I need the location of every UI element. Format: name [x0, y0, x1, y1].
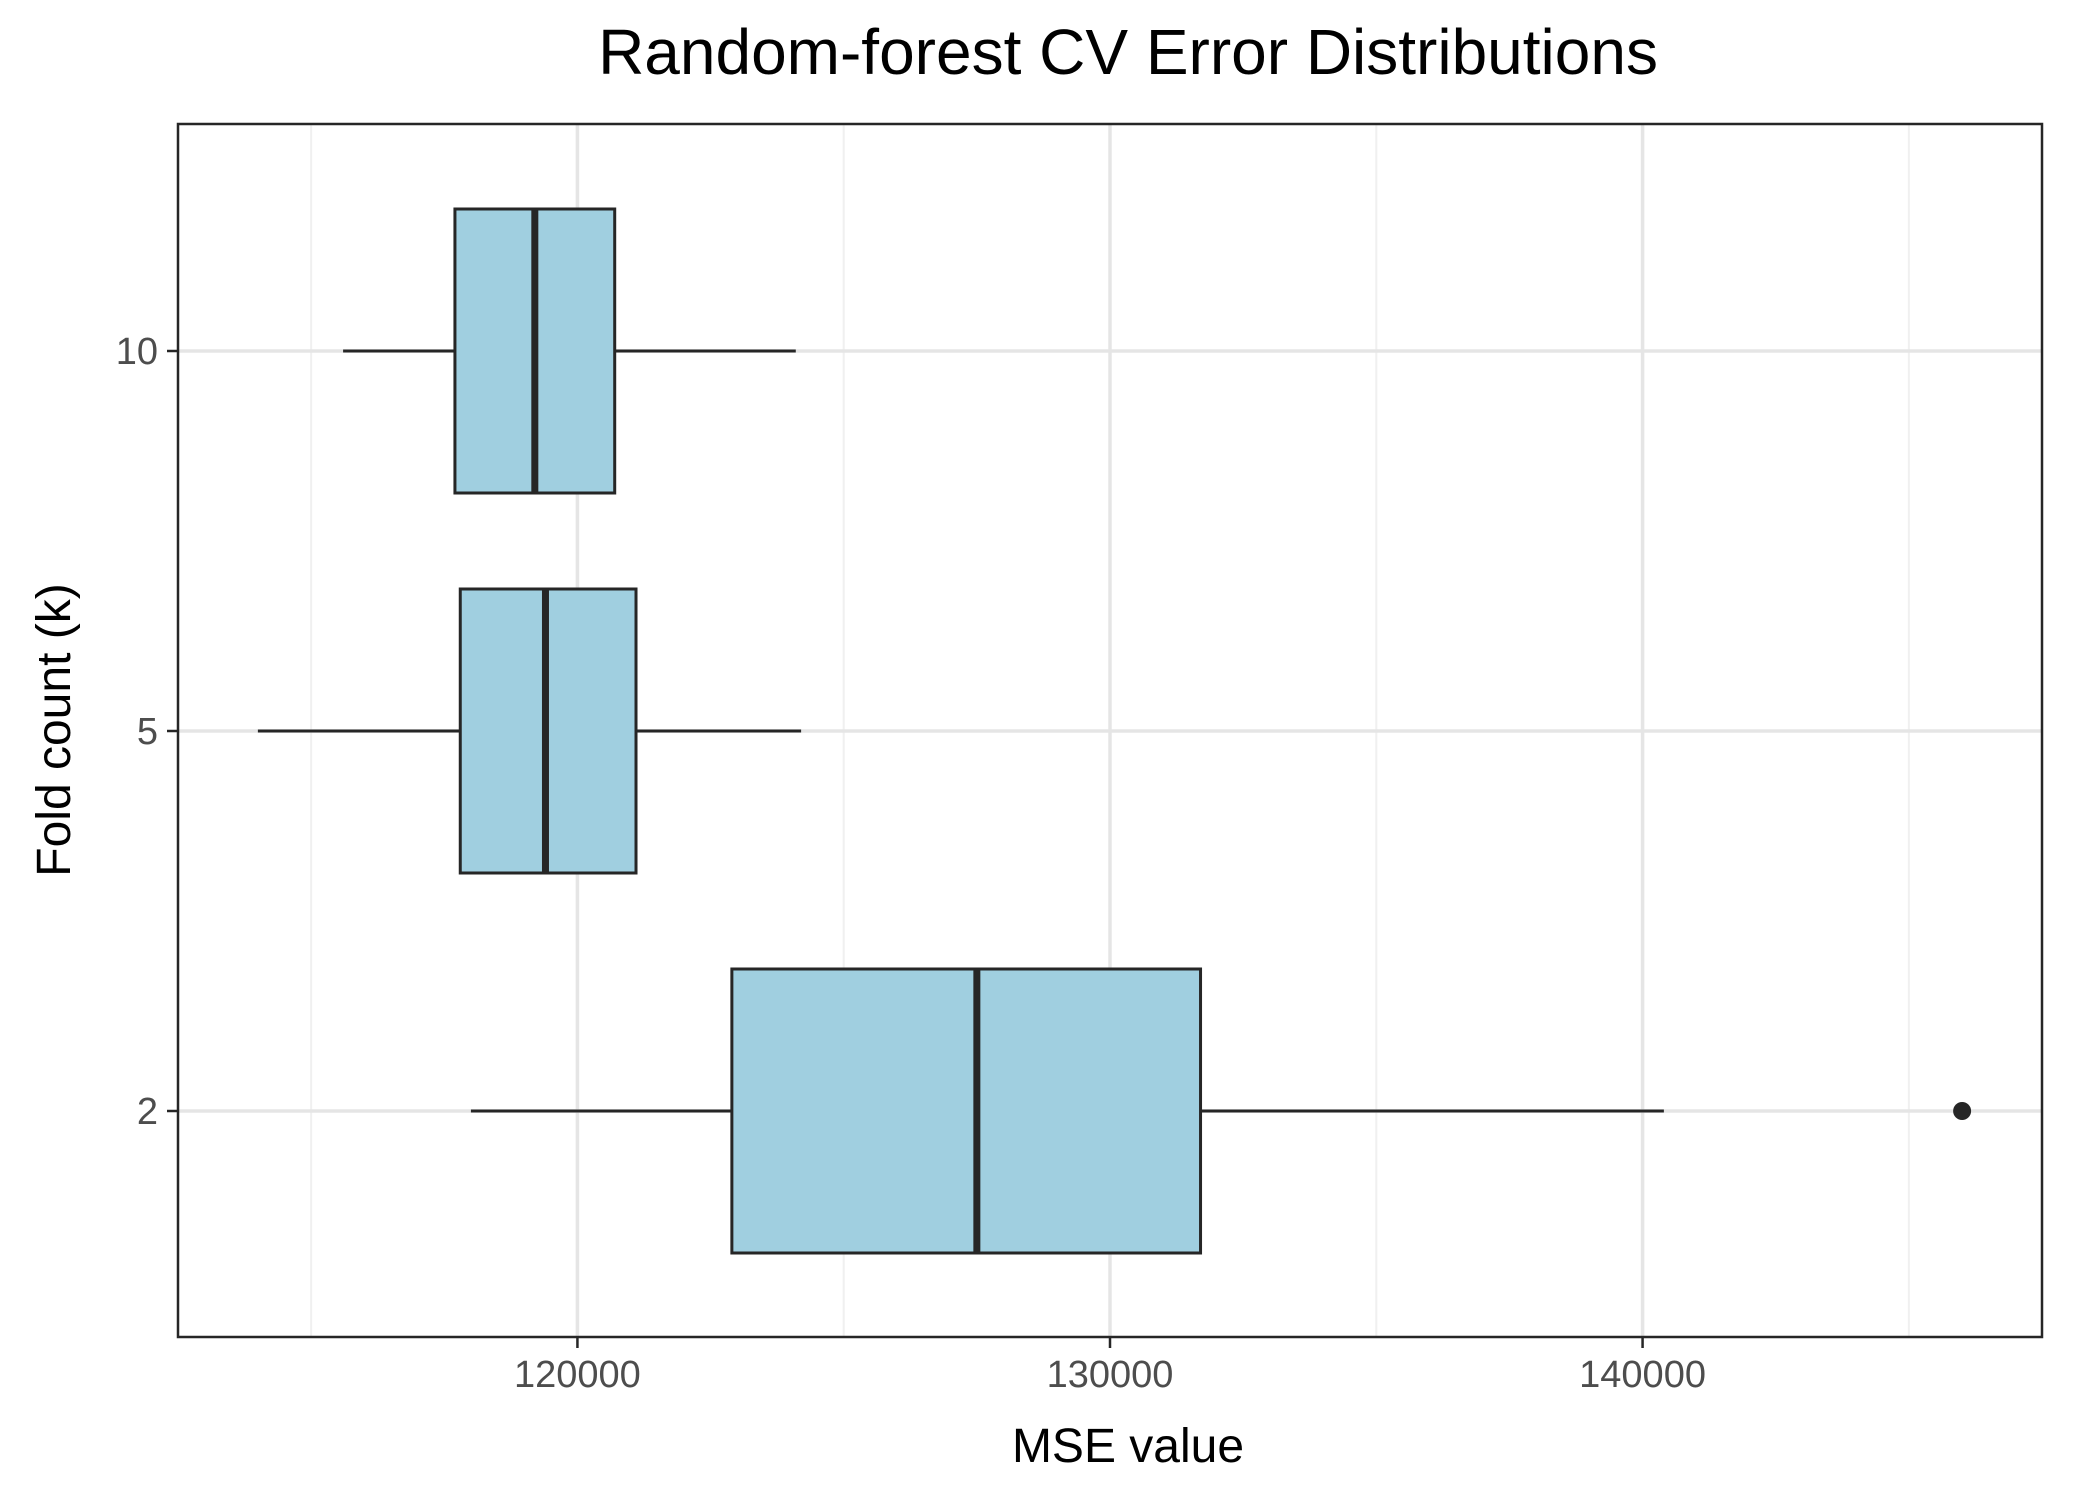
plot-area: 120000 130000 140000 2 5 10 [116, 122, 2044, 1396]
box-10 [343, 207, 796, 495]
iqr-box [730, 967, 1203, 1255]
x-axis-title: MSE value [1012, 1420, 1244, 1473]
x-tick-label: 140000 [1579, 1354, 1706, 1396]
y-tick-label: 5 [137, 711, 158, 753]
outlier-point [1953, 1102, 1972, 1120]
box-2 [470, 967, 1972, 1255]
x-tick-label: 130000 [1047, 1354, 1174, 1396]
y-tick-label: 2 [137, 1091, 158, 1133]
y-tick-label: 10 [116, 331, 158, 373]
box-5 [257, 587, 802, 875]
x-tick-label: 120000 [514, 1354, 641, 1396]
y-axis-title: Fold count (k) [28, 583, 81, 876]
chart-title: Random-forest CV Error Distributions [598, 16, 1658, 88]
